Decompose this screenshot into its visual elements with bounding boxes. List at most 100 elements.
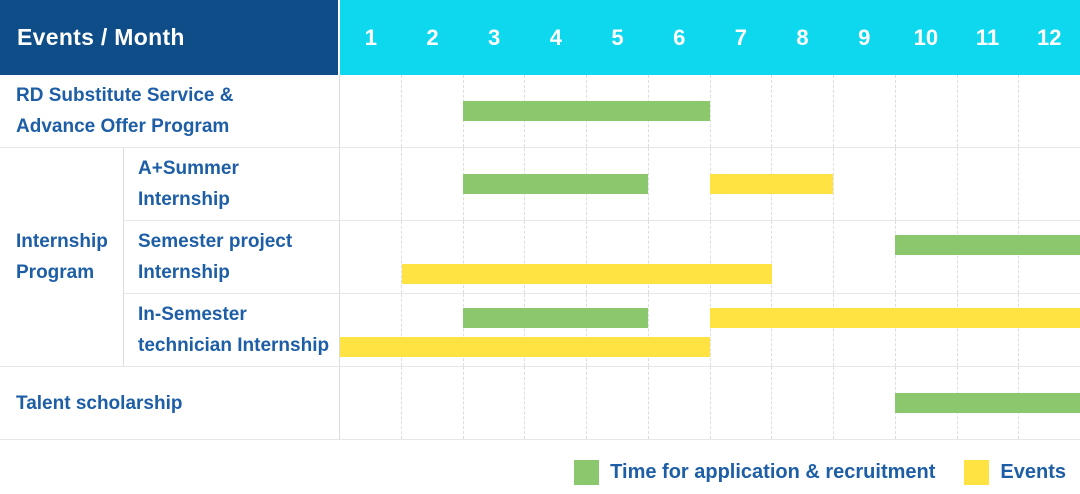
month-grid-cell (647, 367, 710, 439)
row-label-line: Talent scholarship (16, 392, 183, 414)
month-grid-cell (400, 148, 463, 220)
month-grid-cell (340, 148, 401, 220)
group-label-line: Program (16, 262, 95, 283)
bar-events (710, 174, 834, 194)
month-grid-cell (647, 294, 710, 366)
month-label: 9 (858, 24, 871, 50)
month-label: 8 (796, 24, 809, 50)
chart-area-rd (340, 75, 1080, 147)
bar-application (895, 393, 1080, 413)
month-grid-cell (894, 148, 957, 220)
month-grid-cell (586, 367, 648, 439)
internship-subrows: A+Summer Internship Semester project Int… (124, 148, 1080, 366)
month-grid-cell (771, 367, 833, 439)
chart-area-in-semester (340, 294, 1080, 366)
month-grid-cell (833, 221, 895, 293)
month-grid-cell (894, 221, 957, 293)
row-group-internship: Internship Program A+Summer Internship S… (0, 148, 1080, 367)
month-grid-cell (400, 367, 463, 439)
month-grid-cell (709, 367, 772, 439)
month-grid-cell (400, 294, 463, 366)
month-label: 3 (488, 24, 501, 50)
row-label-a-summer: A+Summer Internship (124, 148, 340, 220)
month-label: 7 (734, 24, 747, 50)
bar-application (463, 308, 649, 328)
bar-application (463, 174, 649, 194)
month-grid-cell (524, 294, 586, 366)
row-label-line: In-Semester (138, 304, 247, 325)
row-label-in-semester: In-Semester technician Internship (124, 294, 340, 366)
chart-area-talent (340, 367, 1080, 439)
group-label-internship: Internship Program (0, 148, 124, 366)
events-legend-label: Events (1000, 460, 1066, 483)
month-grid-cell (894, 294, 957, 366)
month-grid-cell (340, 367, 401, 439)
month-grid-cell (462, 367, 525, 439)
month-grid-cell (1018, 294, 1080, 366)
month-grid-cell (709, 294, 772, 366)
month-label: 6 (673, 24, 686, 50)
month-label: 5 (611, 24, 624, 50)
events-month-table: Events / Month 1 2 3 4 5 6 7 8 9 10 11 12 RD Substi… (0, 0, 1080, 440)
month-label: 10 (913, 24, 939, 50)
month-grid-cell (956, 148, 1019, 220)
row-talent-scholarship: Talent scholarship (0, 367, 1080, 440)
header-row: Events / Month 1 2 3 4 5 6 7 8 9 10 11 12 (0, 0, 1080, 75)
bar-events (710, 308, 1080, 328)
month-grid-cell (709, 75, 772, 147)
chart-area-a-summer (340, 148, 1080, 220)
row-label-talent: Talent scholarship (0, 367, 340, 439)
month-grid-cell (771, 294, 833, 366)
row-label-line: Internship (138, 189, 230, 210)
month-grid-cell (462, 148, 525, 220)
month-label: 4 (549, 24, 562, 50)
row-label-line: Internship (138, 262, 230, 283)
row-label-line: Semester project (138, 231, 293, 252)
month-label: 11 (975, 24, 1000, 50)
month-label: 2 (426, 24, 439, 50)
bar-events (401, 264, 772, 284)
month-grid-cell (586, 294, 648, 366)
month-grid-cell (340, 221, 401, 293)
row-label-line: technician Internship (138, 335, 330, 356)
row-label-line: Advance Offer Program (16, 116, 230, 137)
row-in-semester: In-Semester technician Internship (124, 294, 1080, 366)
month-grid-cell (833, 75, 895, 147)
month-grid-cell (340, 75, 401, 147)
month-grid-cell (709, 221, 772, 293)
month-grid-cell (586, 221, 648, 293)
month-grid-cell (647, 221, 710, 293)
month-grid-cell (956, 221, 1019, 293)
row-rd-substitute: RD Substitute Service & Advance Offer Pr… (0, 75, 1080, 148)
month-grid-cell (524, 367, 586, 439)
month-grid-cell (400, 221, 463, 293)
month-grid-cell (524, 221, 586, 293)
month-grid-cell (400, 75, 463, 147)
row-a-summer: A+Summer Internship (124, 148, 1080, 221)
table-title: Events / Month (0, 0, 340, 75)
month-label: 1 (364, 24, 377, 50)
month-grid-cell (709, 148, 772, 220)
bar-events (340, 337, 710, 357)
month-grid-cell (833, 367, 895, 439)
month-grid-cell (1018, 148, 1080, 220)
row-label-semester-project: Semester project Internship (124, 221, 340, 293)
month-grid-cell (894, 75, 957, 147)
bar-application (895, 235, 1080, 255)
month-grid-cell (647, 148, 710, 220)
month-grid-cell (771, 75, 833, 147)
legend: Time for application & recruitment Event… (574, 458, 1066, 486)
events-legend-swatch (964, 459, 990, 485)
month-grid-cell (462, 294, 525, 366)
month-grid-cell (1018, 221, 1080, 293)
month-grid-cell (956, 75, 1019, 147)
application-legend-label: Time for application & recruitment (610, 460, 936, 483)
bar-application (463, 101, 710, 121)
month-header: 1 2 3 4 5 6 7 8 9 10 11 12 (340, 0, 1080, 75)
group-label-line: Internship (16, 231, 108, 252)
month-grid-cell (956, 294, 1019, 366)
month-label: 12 (1036, 24, 1062, 50)
application-legend-swatch (574, 459, 600, 485)
chart-area-semester-project (340, 221, 1080, 293)
